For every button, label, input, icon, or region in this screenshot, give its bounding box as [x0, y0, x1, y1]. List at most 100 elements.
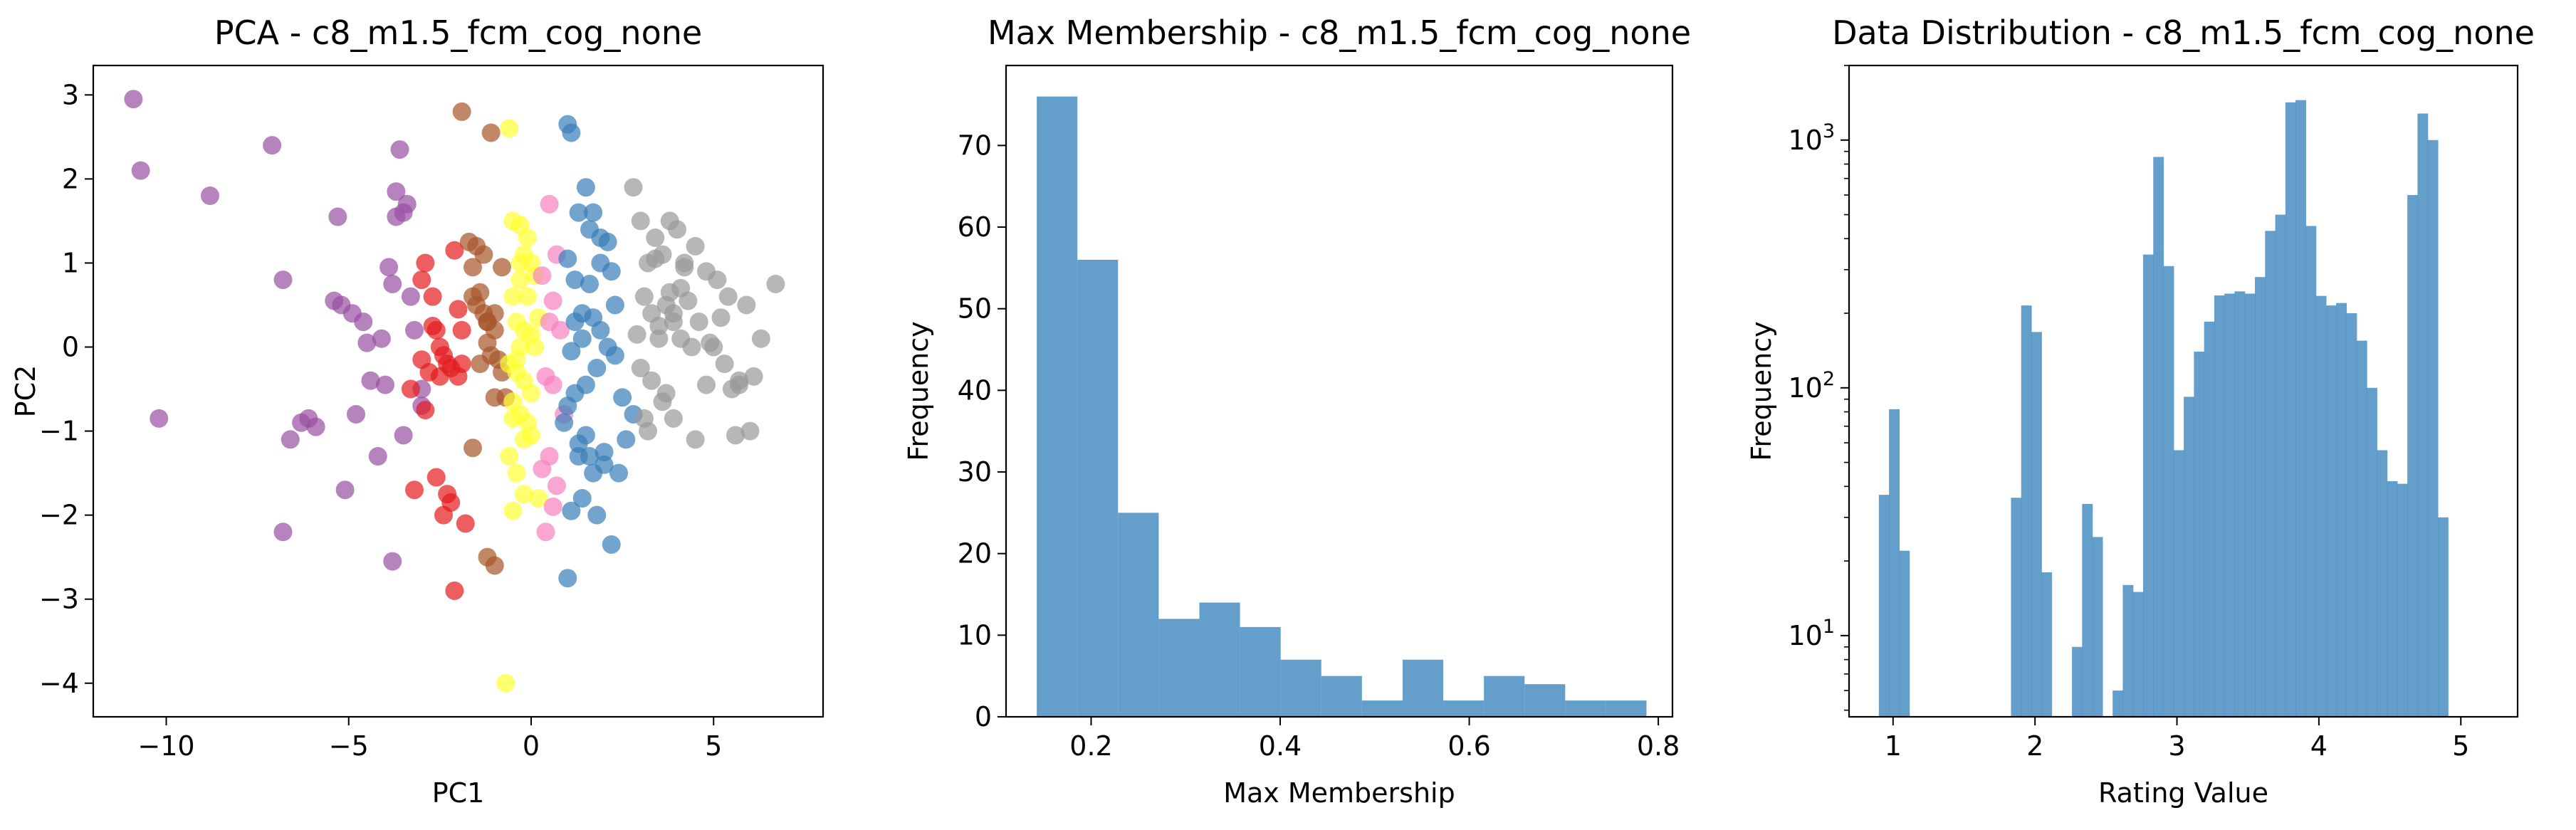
scatter-point: [584, 463, 603, 483]
scatter-point: [744, 367, 763, 386]
scatter-point: [718, 287, 738, 306]
scatter-point: [543, 497, 562, 516]
y-tick-label: −2: [39, 500, 79, 531]
histogram-bar: [2021, 305, 2032, 717]
scatter-point: [584, 203, 603, 222]
scatter-point: [281, 430, 300, 449]
scatter-point: [646, 249, 665, 268]
scatter-point: [401, 287, 420, 306]
x-axis-label: PC1: [432, 777, 485, 809]
scatter-point: [430, 367, 449, 386]
histogram-bar: [2224, 293, 2236, 717]
histogram-bar: [2295, 100, 2306, 717]
x-tick-label: 1: [1885, 730, 1902, 762]
scatter-point: [664, 304, 683, 323]
x-tick-label: 0.2: [1069, 730, 1112, 762]
x-tick-label: −5: [329, 730, 369, 762]
x-tick-label: 0: [523, 730, 540, 762]
y-tick-label: 0: [975, 701, 992, 732]
plot-frame: [1005, 64, 1674, 718]
scatter-point: [328, 207, 347, 226]
scatter-point: [481, 123, 501, 142]
histogram-bar: [1280, 659, 1321, 717]
scatter-point: [397, 194, 417, 214]
scatter-point: [357, 333, 377, 352]
scatter-point: [697, 375, 716, 394]
scatter-point: [627, 325, 646, 344]
scatter-point: [711, 308, 731, 327]
chart-title: PCA - c8_m1.5_fcm_cog_none: [214, 14, 702, 52]
histogram-bar: [2092, 537, 2103, 717]
scatter-point: [565, 312, 585, 332]
y-axis-label: Frequency: [903, 321, 934, 461]
scatter-point: [522, 384, 540, 403]
y-tick-label: 3: [62, 79, 79, 110]
scatter-point: [405, 480, 424, 500]
histogram-bar: [2325, 305, 2337, 717]
scatter-point: [332, 295, 351, 315]
histogram-bar: [1240, 626, 1281, 717]
scatter-point: [536, 522, 555, 542]
y-tick-label: 50: [958, 293, 992, 325]
scatter-point: [514, 485, 533, 504]
x-tick-label: −10: [137, 730, 194, 762]
scatter-point: [405, 320, 424, 340]
scatter-point: [464, 438, 482, 458]
scatter-point: [602, 535, 621, 554]
y-tick-label: 1: [62, 247, 79, 278]
scatter-point: [354, 312, 373, 332]
scatter-point: [131, 161, 150, 180]
histogram-bar: [1524, 684, 1566, 717]
y-tick-label: 10: [958, 619, 992, 651]
histogram-bar: [2437, 517, 2449, 717]
scatter-point: [580, 274, 599, 293]
scatter-point: [624, 178, 643, 197]
scatter-point: [543, 291, 562, 310]
histogram-bar: [2367, 387, 2377, 717]
histogram-bar: [1402, 659, 1444, 717]
scatter-point: [704, 337, 723, 357]
scatter-point: [656, 384, 676, 403]
histogram-bar: [2265, 231, 2276, 717]
scatter-point: [273, 522, 293, 542]
scatter-point: [390, 140, 409, 159]
scatter-point: [708, 270, 727, 290]
histogram-bar: [2244, 293, 2256, 717]
scatter-point: [634, 409, 654, 428]
scatter-point: [576, 178, 595, 197]
plot-frame: [1848, 64, 2519, 718]
histogram-bar: [2132, 592, 2144, 717]
scatter-point: [503, 409, 523, 428]
scatter-point: [416, 253, 435, 273]
scatter-point: [416, 401, 435, 420]
scatter-point: [471, 354, 490, 374]
scatter-point: [423, 287, 442, 306]
max-membership-histogram-panel: Max Membership - c8_m1.5_fcm_cog_none Max…: [903, 14, 1691, 809]
histogram-bar: [1878, 495, 1890, 717]
y-tick-label: 70: [958, 130, 992, 161]
histogram-bar: [2173, 450, 2184, 717]
histogram-bar: [2336, 303, 2347, 718]
scatter-point: [675, 258, 694, 277]
scatter-point: [547, 476, 566, 495]
scatter-point: [587, 359, 607, 378]
histogram-bar: [1199, 602, 1240, 717]
scatter-point: [511, 253, 530, 273]
scatter-point: [598, 232, 617, 251]
scatter-point: [493, 258, 511, 277]
y-tick-label: 0: [62, 332, 79, 363]
scatter-point: [529, 489, 548, 508]
scatter-point: [500, 447, 519, 466]
scatter-point: [715, 354, 734, 374]
histogram-bar: [2184, 396, 2194, 717]
scatter-point: [124, 90, 143, 109]
scatter-point: [751, 329, 770, 348]
scatter-point: [201, 187, 219, 205]
histogram-bar: [2031, 332, 2042, 717]
scatter-point: [591, 253, 610, 273]
scatter-point: [518, 287, 537, 306]
scatter-point: [686, 430, 705, 449]
histogram-bar: [1443, 700, 1485, 717]
scatter-point: [555, 413, 574, 432]
